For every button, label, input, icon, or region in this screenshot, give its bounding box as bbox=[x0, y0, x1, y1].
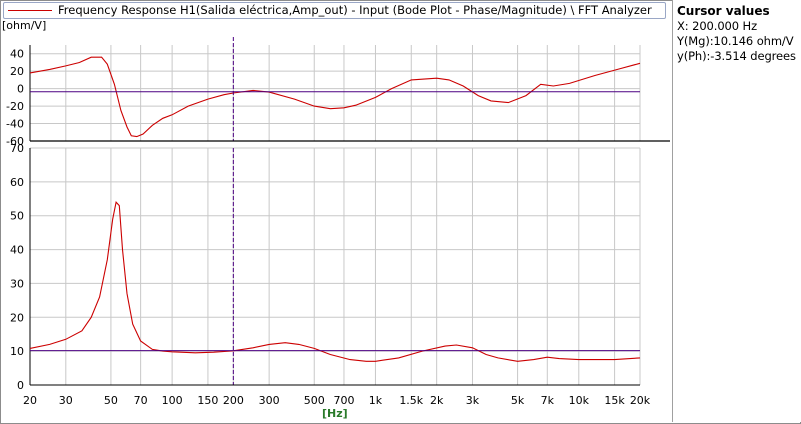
magnitude-curve bbox=[29, 201, 641, 362]
phase-ytick-label: -20 bbox=[6, 100, 24, 113]
magnitude-ytick-label: 20 bbox=[10, 311, 24, 324]
x-tick-label: 15k bbox=[604, 394, 625, 407]
magnitude-ytick-label: 0 bbox=[17, 379, 24, 392]
x-axis-unit: [Hz] bbox=[322, 407, 348, 420]
phase-plot[interactable]: -60 -40 -20 0 20 40 bbox=[6, 37, 641, 148]
x-axis: 20 30 50 70 100 150 200 300 500 700 1k 1.5k 2k 3k 5k 7k… bbox=[23, 384, 651, 407]
x-tick-label: 500 bbox=[304, 394, 325, 407]
cursor-phase-value: y(Ph):-3.514 degrees bbox=[677, 49, 796, 63]
plot-area[interactable]: Frequency Response H1(Salida eléctrica,A… bbox=[0, 0, 672, 424]
y-axis-unit: [ohm/V] bbox=[2, 19, 47, 32]
magnitude-ytick-label: 70 bbox=[10, 142, 24, 155]
x-tick-label: 700 bbox=[333, 394, 354, 407]
legend-label: Frequency Response H1(Salida eléctrica,A… bbox=[58, 3, 652, 17]
phase-ytick-label: -40 bbox=[6, 118, 24, 131]
x-tick-label: 20k bbox=[630, 394, 651, 407]
legend-line-swatch bbox=[8, 10, 52, 11]
phase-ytick-label: 40 bbox=[10, 48, 24, 61]
x-tick-label: 10k bbox=[569, 394, 590, 407]
x-tick-label: 150 bbox=[197, 394, 218, 407]
x-tick-label: 3k bbox=[466, 394, 480, 407]
magnitude-ytick-label: 50 bbox=[10, 210, 24, 223]
x-tick-label: 1k bbox=[369, 394, 383, 407]
x-tick-label: 1.5k bbox=[399, 394, 423, 407]
bode-plot[interactable]: -60 -40 -20 0 20 40 0 10 20 30 40 50 60 70 20 30 50 70 1… bbox=[0, 0, 672, 424]
x-tick-label: 70 bbox=[134, 394, 148, 407]
phase-ytick-label: -60 bbox=[6, 135, 24, 148]
magnitude-ytick-label: 10 bbox=[10, 345, 24, 358]
x-tick-label: 200 bbox=[223, 394, 244, 407]
magnitude-ytick-label: 60 bbox=[10, 176, 24, 189]
phase-curve bbox=[29, 56, 641, 138]
x-tick-label: 100 bbox=[162, 394, 183, 407]
x-tick-label: 300 bbox=[259, 394, 280, 407]
legend[interactable]: Frequency Response H1(Salida eléctrica,A… bbox=[3, 2, 666, 19]
x-tick-label: 50 bbox=[104, 394, 118, 407]
x-tick-label: 20 bbox=[23, 394, 37, 407]
magnitude-ytick-label: 40 bbox=[10, 244, 24, 257]
phase-ytick-label: 0 bbox=[17, 83, 24, 96]
x-tick-label: 30 bbox=[59, 394, 73, 407]
phase-ytick-label: 20 bbox=[10, 65, 24, 78]
cursor-panel-title: Cursor values bbox=[677, 4, 770, 18]
cursor-x-value: X: 200.000 Hz bbox=[677, 19, 758, 33]
cursor-magnitude-value: Y(Mg):10.146 ohm/V bbox=[677, 34, 794, 48]
x-tick-label: 2k bbox=[430, 394, 444, 407]
x-tick-label: 7k bbox=[541, 394, 555, 407]
magnitude-ytick-label: 30 bbox=[10, 277, 24, 290]
cursor-values-panel: Cursor values X: 200.000 Hz Y(Mg):10.146… bbox=[672, 0, 801, 422]
x-tick-label: 5k bbox=[511, 394, 525, 407]
magnitude-plot[interactable]: 0 10 20 30 40 50 60 70 bbox=[10, 142, 641, 392]
